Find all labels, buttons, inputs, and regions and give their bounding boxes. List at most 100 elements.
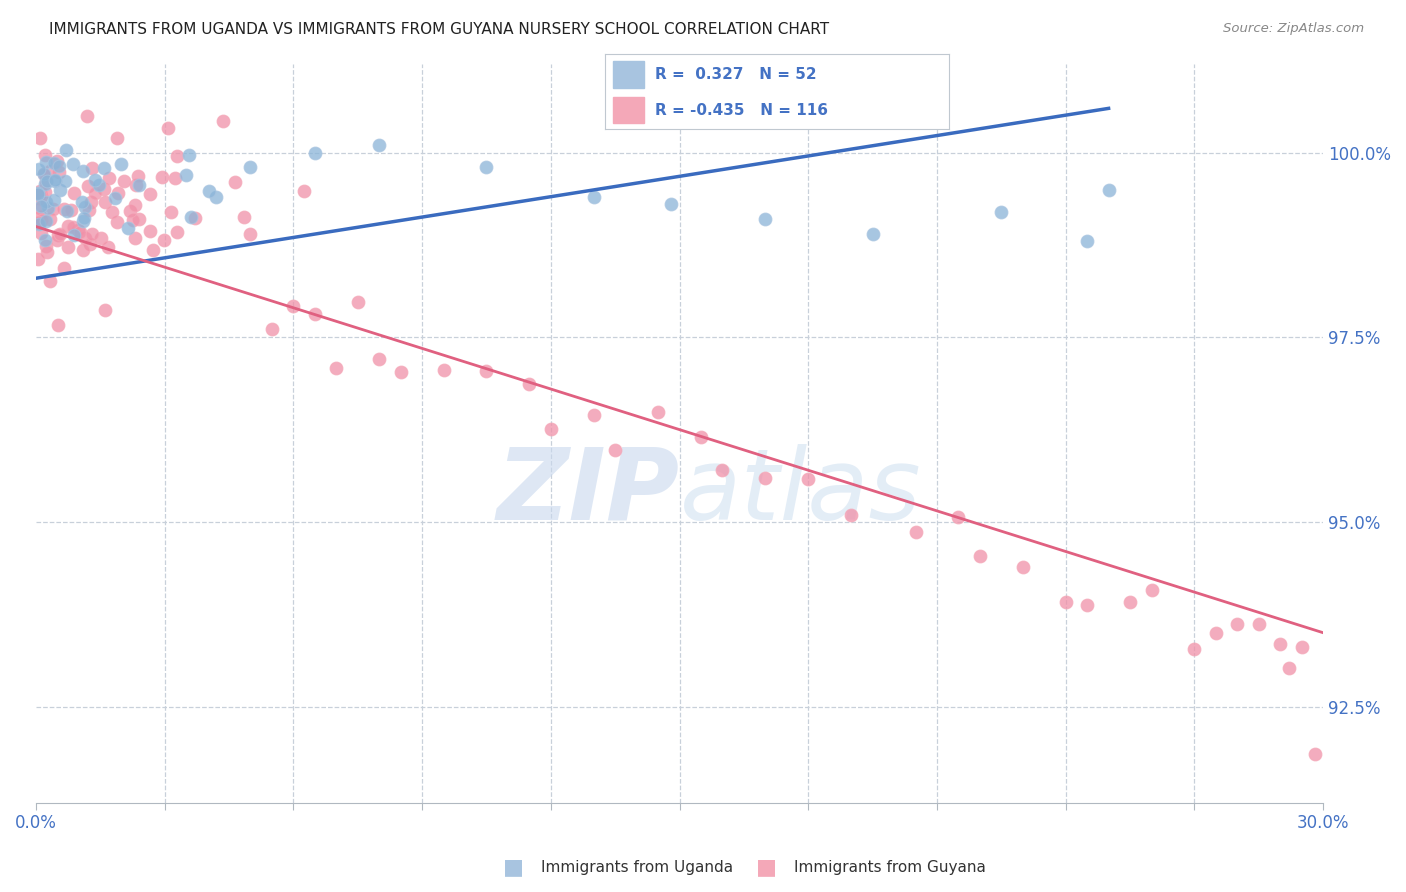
Point bbox=[94, 195, 117, 210]
Point bbox=[177, 147, 200, 161]
Point bbox=[46, 318, 69, 332]
Point bbox=[34, 178, 56, 192]
Point bbox=[540, 422, 562, 436]
Point bbox=[647, 405, 669, 419]
Point bbox=[42, 193, 65, 207]
Point bbox=[124, 197, 146, 211]
Point bbox=[35, 239, 58, 253]
Point bbox=[121, 213, 143, 227]
Point bbox=[139, 224, 162, 238]
Point bbox=[1303, 747, 1326, 762]
Point bbox=[27, 187, 49, 202]
Text: ■: ■ bbox=[756, 857, 776, 877]
Point bbox=[63, 228, 86, 243]
Point bbox=[67, 223, 90, 237]
Point bbox=[70, 194, 93, 209]
Point bbox=[205, 190, 228, 204]
Point bbox=[42, 156, 65, 170]
Point bbox=[77, 202, 100, 217]
Text: Immigrants from Guyana: Immigrants from Guyana bbox=[794, 860, 986, 874]
Point bbox=[239, 161, 262, 175]
Point bbox=[28, 185, 51, 199]
Point bbox=[475, 161, 498, 175]
Point bbox=[582, 409, 605, 423]
Point bbox=[48, 228, 70, 243]
Text: ■: ■ bbox=[503, 857, 523, 877]
Text: Immigrants from Uganda: Immigrants from Uganda bbox=[541, 860, 734, 874]
Point bbox=[73, 231, 96, 245]
Point bbox=[53, 174, 76, 188]
Point bbox=[34, 213, 56, 227]
Point bbox=[127, 169, 149, 183]
Point bbox=[1054, 595, 1077, 609]
Point bbox=[80, 227, 103, 242]
Point bbox=[80, 195, 103, 210]
Point bbox=[56, 240, 79, 254]
FancyBboxPatch shape bbox=[613, 62, 644, 87]
Point bbox=[1247, 616, 1270, 631]
Point bbox=[44, 174, 66, 188]
Point bbox=[49, 227, 72, 241]
Point bbox=[93, 161, 115, 176]
Point bbox=[1226, 617, 1249, 632]
Point bbox=[153, 233, 176, 247]
Point bbox=[224, 175, 246, 189]
Point bbox=[32, 167, 55, 181]
Point bbox=[346, 294, 368, 309]
Point bbox=[519, 377, 541, 392]
Point bbox=[38, 212, 60, 227]
Point bbox=[166, 225, 188, 239]
Point bbox=[84, 173, 107, 187]
Point bbox=[198, 185, 221, 199]
Point bbox=[93, 182, 115, 196]
Point bbox=[128, 212, 150, 227]
Point bbox=[32, 167, 55, 181]
Point bbox=[105, 215, 128, 229]
Point bbox=[27, 215, 49, 229]
Point bbox=[59, 202, 82, 217]
Text: IMMIGRANTS FROM UGANDA VS IMMIGRANTS FROM GUYANA NURSERY SCHOOL CORRELATION CHAR: IMMIGRANTS FROM UGANDA VS IMMIGRANTS FRO… bbox=[49, 22, 830, 37]
Point bbox=[48, 159, 70, 173]
Point bbox=[1119, 595, 1142, 609]
Point bbox=[107, 186, 129, 200]
Text: ZIP: ZIP bbox=[496, 444, 679, 541]
Point bbox=[754, 471, 776, 485]
Point bbox=[45, 233, 67, 247]
Point bbox=[117, 220, 139, 235]
Point bbox=[368, 138, 391, 153]
Point bbox=[62, 219, 84, 234]
Point bbox=[969, 549, 991, 563]
Point bbox=[233, 210, 256, 224]
Point bbox=[62, 157, 84, 171]
Point bbox=[839, 508, 862, 522]
Point bbox=[30, 189, 52, 203]
Point bbox=[37, 174, 59, 188]
Point bbox=[76, 109, 98, 123]
Point bbox=[260, 322, 283, 336]
Point bbox=[1076, 235, 1098, 249]
Point bbox=[128, 178, 150, 192]
Point bbox=[53, 202, 76, 216]
Point bbox=[1278, 661, 1301, 675]
Point bbox=[1097, 183, 1119, 197]
Point bbox=[582, 190, 605, 204]
Point bbox=[73, 211, 96, 226]
Point bbox=[157, 120, 180, 135]
Point bbox=[659, 197, 682, 211]
Point bbox=[110, 156, 132, 170]
Point bbox=[711, 463, 734, 477]
Point bbox=[80, 161, 103, 175]
Point bbox=[1011, 560, 1033, 574]
Text: atlas: atlas bbox=[679, 444, 921, 541]
FancyBboxPatch shape bbox=[613, 96, 644, 123]
Point bbox=[63, 186, 86, 201]
Point bbox=[904, 524, 927, 539]
Point bbox=[27, 252, 49, 266]
Point bbox=[107, 131, 129, 145]
Point bbox=[39, 275, 62, 289]
Text: R =  0.327   N = 52: R = 0.327 N = 52 bbox=[655, 67, 815, 82]
Point bbox=[304, 145, 326, 160]
Point bbox=[432, 363, 454, 377]
Point bbox=[34, 185, 56, 199]
Point bbox=[27, 187, 49, 202]
